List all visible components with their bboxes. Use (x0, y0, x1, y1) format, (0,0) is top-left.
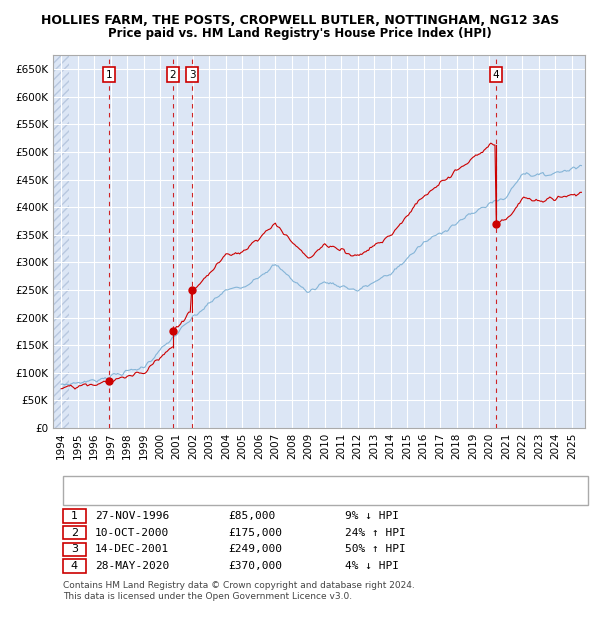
Text: 1: 1 (106, 69, 113, 79)
Text: 1: 1 (71, 511, 78, 521)
Text: £175,000: £175,000 (228, 528, 282, 538)
Text: Price paid vs. HM Land Registry's House Price Index (HPI): Price paid vs. HM Land Registry's House … (108, 27, 492, 40)
Text: This data is licensed under the Open Government Licence v3.0.: This data is licensed under the Open Gov… (63, 592, 352, 601)
Text: 28-MAY-2020: 28-MAY-2020 (95, 561, 169, 571)
Text: 4% ↓ HPI: 4% ↓ HPI (345, 561, 399, 571)
Text: 10-OCT-2000: 10-OCT-2000 (95, 528, 169, 538)
Text: 3: 3 (189, 69, 196, 79)
Text: 2: 2 (170, 69, 176, 79)
Text: HOLLIES FARM, THE POSTS, CROPWELL BUTLER, NOTTINGHAM, NG12 3AS (detached hou: HOLLIES FARM, THE POSTS, CROPWELL BUTLER… (97, 478, 518, 487)
Text: 50% ↑ HPI: 50% ↑ HPI (345, 544, 406, 554)
Text: HOLLIES FARM, THE POSTS, CROPWELL BUTLER, NOTTINGHAM, NG12 3AS: HOLLIES FARM, THE POSTS, CROPWELL BUTLER… (41, 14, 559, 27)
Text: 2: 2 (71, 528, 78, 538)
Text: 4: 4 (493, 69, 500, 79)
Text: £370,000: £370,000 (228, 561, 282, 571)
Text: 4: 4 (71, 561, 78, 571)
Text: £85,000: £85,000 (228, 511, 275, 521)
Text: 9% ↓ HPI: 9% ↓ HPI (345, 511, 399, 521)
Text: £249,000: £249,000 (228, 544, 282, 554)
Text: 3: 3 (71, 544, 78, 554)
Text: 24% ↑ HPI: 24% ↑ HPI (345, 528, 406, 538)
Text: Contains HM Land Registry data © Crown copyright and database right 2024.: Contains HM Land Registry data © Crown c… (63, 582, 415, 590)
Text: HPI: Average price, detached house, Rushcliffe: HPI: Average price, detached house, Rush… (97, 492, 320, 500)
Bar (53, 55, 70, 428)
Text: 27-NOV-1996: 27-NOV-1996 (95, 511, 169, 521)
Text: 14-DEC-2001: 14-DEC-2001 (95, 544, 169, 554)
